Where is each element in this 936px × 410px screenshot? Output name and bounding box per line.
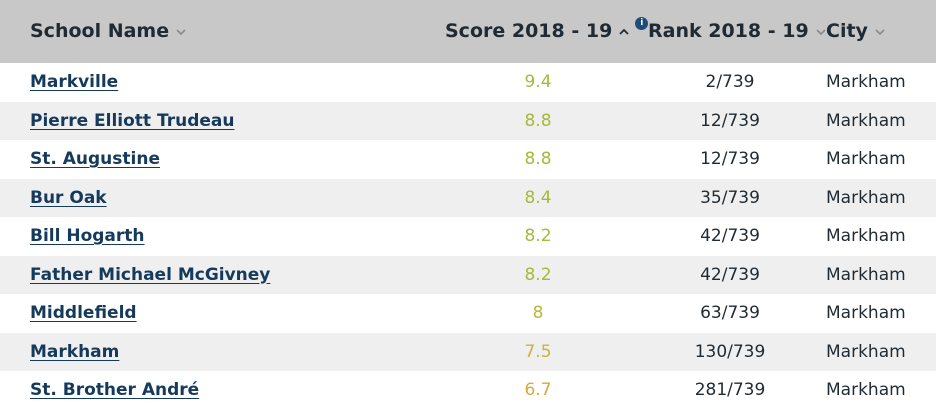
sort-by-score[interactable]: Score 2018 - 19 i bbox=[445, 0, 649, 63]
score-cell: 8.4 bbox=[524, 187, 552, 208]
rank-cell: 35/739 bbox=[700, 187, 760, 208]
city-cell: Markham bbox=[826, 72, 906, 92]
city-cell: Markham bbox=[826, 110, 906, 131]
rank-cell: 12/739 bbox=[700, 110, 760, 131]
city-header-label: City bbox=[826, 20, 868, 42]
score-cell: 7.5 bbox=[524, 341, 552, 362]
school-name-cell: Markham bbox=[30, 333, 119, 372]
sort-by-school-name[interactable]: School Name bbox=[30, 0, 187, 63]
school-link[interactable]: Bur Oak bbox=[30, 187, 107, 208]
chevron-up-icon bbox=[618, 27, 630, 37]
table-body: Markville 9.4 2/739 Markham Pierre Elliott T… bbox=[0, 63, 936, 410]
school-name-cell: St. Augustine bbox=[30, 140, 160, 179]
school-link[interactable]: Markville bbox=[30, 72, 119, 92]
city-cell: Markham bbox=[826, 380, 906, 400]
score-cell: 8.2 bbox=[524, 264, 552, 285]
city-cell: Markham bbox=[826, 264, 906, 285]
table-row: Pierre Elliott Trudeau 8.8 12/739 Markham bbox=[0, 101, 936, 141]
score-cell: 8.8 bbox=[524, 149, 552, 169]
rank-header-label: Rank 2018 - 19 bbox=[648, 20, 809, 42]
sort-by-city[interactable]: City bbox=[826, 0, 886, 63]
table-row: Bur Oak 8.4 35/739 Markham bbox=[0, 178, 936, 218]
table-row: Middlefield 8 63/739 Markham bbox=[0, 294, 936, 333]
school-link[interactable]: Middlefield bbox=[30, 303, 137, 323]
score-cell: 6.7 bbox=[524, 380, 552, 400]
school-name-cell: Pierre Elliott Trudeau bbox=[30, 102, 234, 141]
sort-by-rank[interactable]: Rank 2018 - 19 bbox=[648, 0, 827, 63]
city-cell: Markham bbox=[826, 303, 906, 323]
city-cell: Markham bbox=[826, 187, 906, 208]
table-row: Markham 7.5 130/739 Markham bbox=[0, 332, 936, 372]
school-name-cell: Bur Oak bbox=[30, 179, 107, 218]
rank-cell: 130/739 bbox=[694, 341, 766, 362]
rank-cell: 2/739 bbox=[705, 72, 755, 92]
school-link[interactable]: St. Brother André bbox=[30, 380, 200, 400]
city-cell: Markham bbox=[826, 226, 906, 246]
school-link[interactable]: St. Augustine bbox=[30, 149, 160, 169]
school-name-cell: Father Michael McGivney bbox=[30, 256, 270, 295]
score-header-label: Score 2018 - 19 bbox=[445, 20, 613, 42]
table-row: Markville 9.4 2/739 Markham bbox=[0, 63, 936, 102]
school-link[interactable]: Father Michael McGivney bbox=[30, 264, 271, 285]
rank-cell: 12/739 bbox=[700, 149, 760, 169]
chevron-down-icon bbox=[815, 27, 827, 37]
score-cell: 8.2 bbox=[524, 226, 552, 246]
table-row: St. Augustine 8.8 12/739 Markham bbox=[0, 140, 936, 179]
school-name-header-label: School Name bbox=[30, 20, 170, 42]
score-cell: 8.8 bbox=[524, 110, 552, 131]
school-link[interactable]: Pierre Elliott Trudeau bbox=[30, 110, 235, 131]
rank-cell: 42/739 bbox=[700, 264, 760, 285]
school-link[interactable]: Bill Hogarth bbox=[30, 226, 145, 246]
chevron-down-icon bbox=[175, 27, 187, 37]
rank-cell: 63/739 bbox=[700, 303, 760, 323]
table-header: School Name Score 2018 - 19 i Rank 2018 … bbox=[0, 0, 936, 63]
table-row: Father Michael McGivney 8.2 42/739 Markham bbox=[0, 255, 936, 295]
city-cell: Markham bbox=[826, 149, 906, 169]
table-row: St. Brother André 6.7 281/739 Markham bbox=[0, 371, 936, 410]
score-cell: 8 bbox=[532, 303, 544, 323]
school-name-cell: Middlefield bbox=[30, 294, 137, 333]
score-cell: 9.4 bbox=[524, 72, 552, 92]
table-row: Bill Hogarth 8.2 42/739 Markham bbox=[0, 217, 936, 256]
school-name-cell: Markville bbox=[30, 63, 118, 102]
school-name-cell: Bill Hogarth bbox=[30, 217, 145, 256]
city-cell: Markham bbox=[826, 341, 906, 362]
rank-cell: 281/739 bbox=[694, 380, 766, 400]
chevron-down-icon bbox=[874, 27, 886, 37]
school-link[interactable]: Markham bbox=[30, 341, 120, 362]
rank-cell: 42/739 bbox=[700, 226, 760, 246]
info-icon[interactable]: i bbox=[635, 17, 649, 30]
school-name-cell: St. Brother André bbox=[30, 371, 199, 410]
